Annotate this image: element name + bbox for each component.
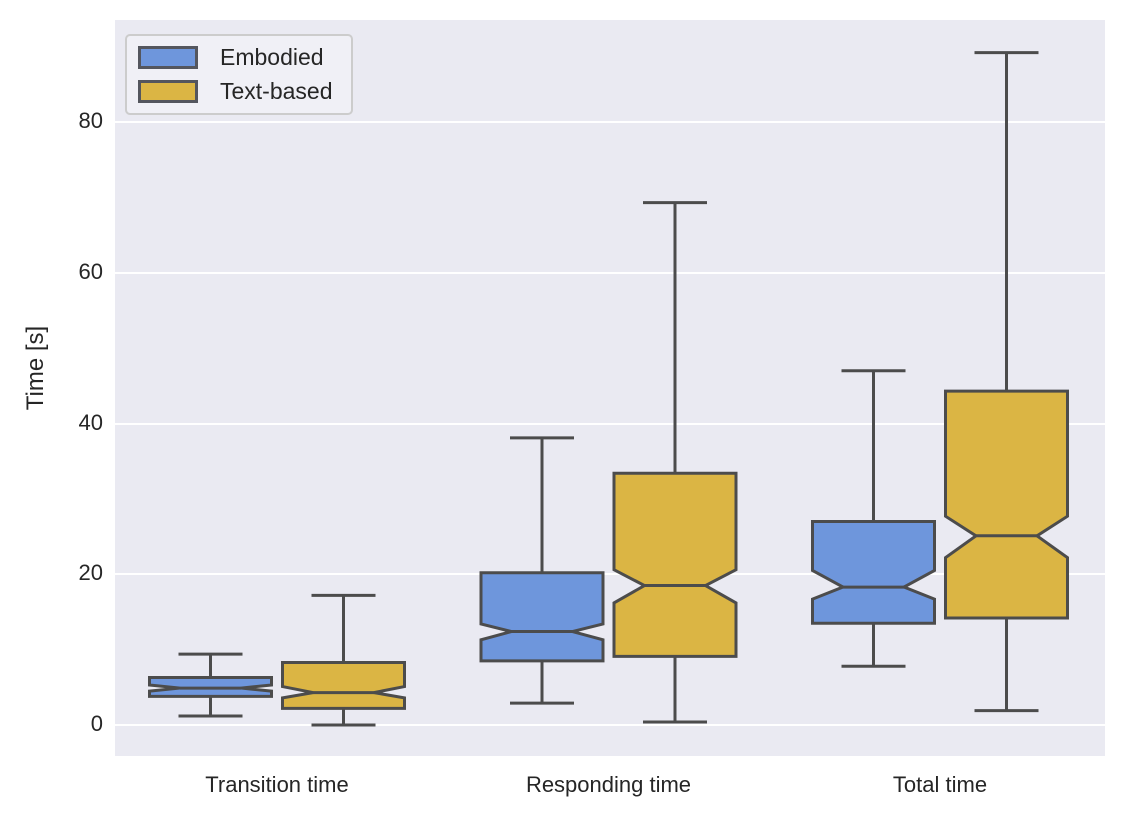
y-tick-label-40: 40 (78, 409, 103, 435)
box-embodied-total-time (811, 519, 936, 625)
y-tick-label-0: 0 (90, 711, 103, 736)
legend-label: Embodied (220, 44, 324, 70)
gridline-y-60 (115, 271, 1105, 274)
text-based-color-swatch-icon (138, 80, 198, 103)
y-tick-label-60: 60 (78, 258, 103, 284)
box-text-based-total-time (944, 389, 1069, 620)
x-category-label-total-time: Total time (892, 772, 988, 797)
x-category-label-responding-time: Responding time (525, 772, 692, 797)
gridline-y-0 (115, 724, 1105, 726)
box-text-based-responding-time (612, 471, 738, 658)
legend-label: Text-based (220, 78, 333, 104)
legend-item-embodied: Embodied (138, 44, 333, 71)
box-embodied-responding-time (479, 571, 605, 663)
y-tick-label-20: 20 (78, 560, 103, 586)
plot-area (115, 20, 1105, 756)
gridline-y-80 (115, 121, 1105, 123)
embodied-color-swatch-icon (138, 46, 198, 69)
gridline-y-20 (115, 573, 1105, 576)
y-tick-label-80: 80 (78, 108, 103, 133)
legend: Embodied Text-based (125, 34, 353, 115)
box-text-based-transition-time (281, 660, 406, 710)
x-category-label-transition-time: Transition time (205, 772, 349, 797)
legend-item-text-based: Text-based (138, 78, 333, 105)
gridline-y-40 (115, 422, 1105, 425)
